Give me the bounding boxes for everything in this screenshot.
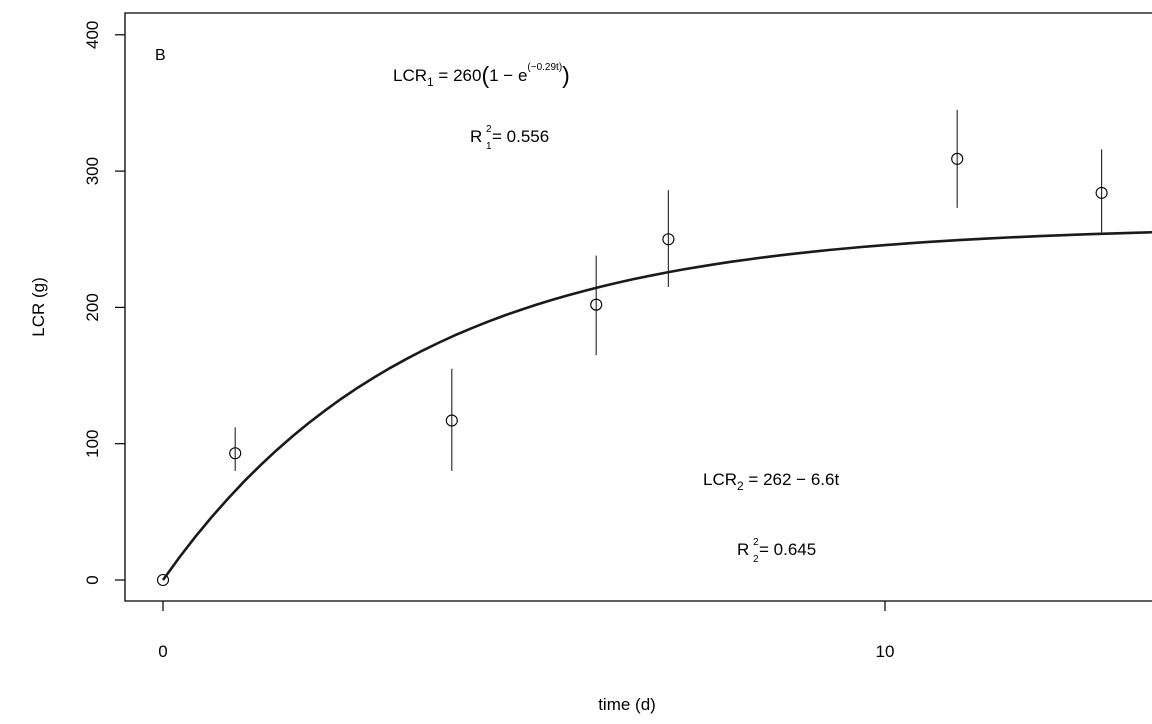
r-squared-1: R 2 1 = 0.556	[470, 124, 549, 152]
svg-text:= 0.645: = 0.645	[759, 540, 816, 559]
x-tick-label: 0	[158, 642, 167, 661]
data-point	[662, 233, 675, 246]
error-bars	[234, 109, 1103, 471]
plot-frame	[124, 12, 1152, 602]
svg-text:R: R	[737, 540, 749, 559]
x-axis-title: time (d)	[598, 695, 656, 714]
equation-2: LCR2 = 262 − 6.6t	[703, 470, 839, 493]
svg-text:R: R	[470, 127, 482, 146]
data-point	[156, 573, 170, 587]
svg-text:2: 2	[753, 537, 759, 548]
svg-text:2: 2	[486, 124, 492, 135]
y-tick-label: 300	[83, 157, 102, 185]
data-point	[951, 152, 964, 165]
y-axis-title: LCR (g)	[29, 277, 48, 337]
x-tick-label: 10	[876, 642, 895, 661]
data-point	[1095, 186, 1108, 199]
data-points	[156, 152, 1108, 587]
svg-text:LCR2 = 262 − 6.6t: LCR2 = 262 − 6.6t	[703, 470, 839, 493]
fit-curve-exponential_rise	[161, 230, 1152, 581]
y-tick-label: 0	[83, 575, 102, 584]
svg-text:1: 1	[486, 141, 492, 152]
fit-curves	[161, 230, 1152, 581]
x-axis: 01020304050	[158, 601, 895, 661]
panel-label: B	[155, 47, 166, 64]
y-tick-label: 200	[83, 293, 102, 321]
y-tick-label: 400	[83, 21, 102, 49]
equation-1: LCR1 = 260(1 − e(−0.29t))	[393, 62, 570, 89]
data-point	[445, 414, 458, 427]
svg-text:LCR1 = 260(1 − e(−0.29t)): LCR1 = 260(1 − e(−0.29t))	[393, 62, 570, 89]
y-tick-label: 100	[83, 430, 102, 458]
r-squared-2: R 2 2 = 0.645	[737, 537, 816, 565]
data-point	[229, 447, 242, 460]
data-point	[590, 298, 603, 311]
svg-text:= 0.556: = 0.556	[492, 127, 549, 146]
y-axis: 0 100 200 300 400	[83, 21, 125, 585]
svg-text:2: 2	[753, 554, 759, 565]
